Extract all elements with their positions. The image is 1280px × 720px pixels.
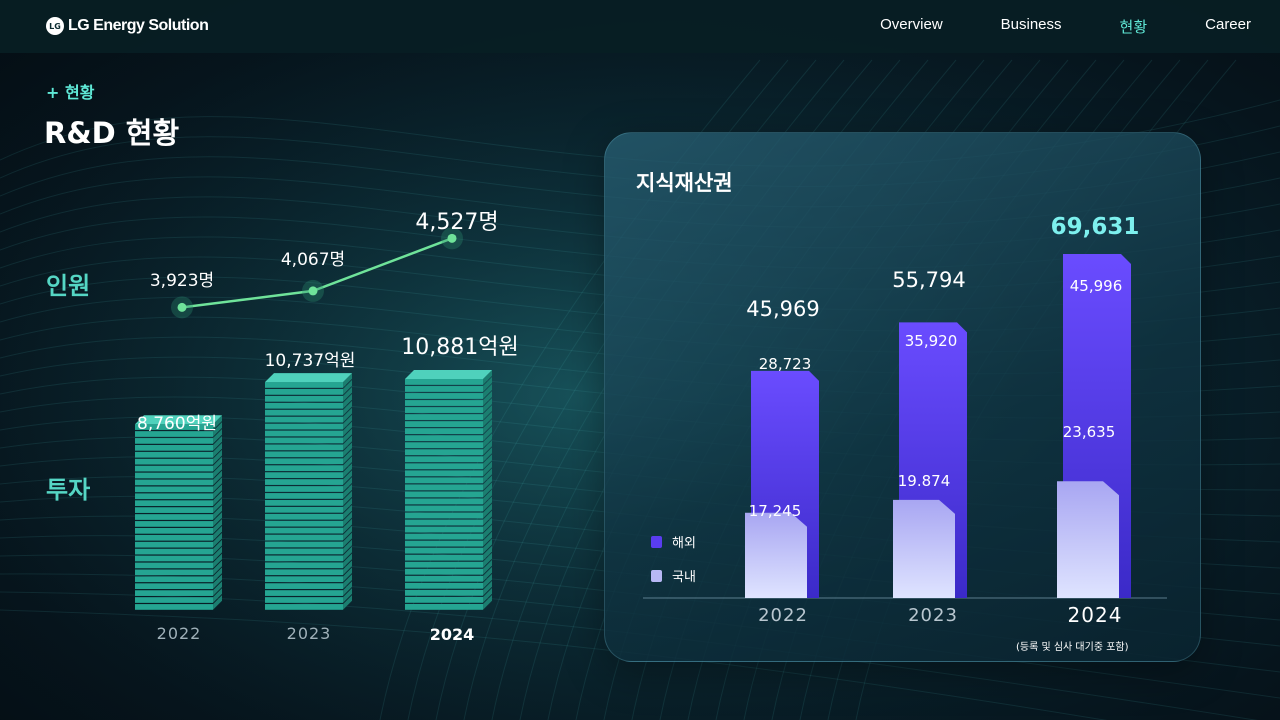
page-title: R&D 현황 [44,116,180,150]
lg-logo-icon: LG [46,17,64,35]
year-label-2022: 2022 [156,624,202,643]
overseas-label-2022: 28,723 [758,355,812,373]
people-label-2023: 4,067명 [280,250,346,270]
nav-business[interactable]: Business [1000,16,1062,33]
overseas-swatch [651,535,662,548]
section-crumb: + 현황 [46,83,95,102]
people-row-label: 인원 [46,272,91,300]
ip-panel: 지식재산권 45,969 55,794 69,631 28,723 35,920… [604,132,1201,662]
domestic-label-2022: 17,245 [748,502,802,520]
ip-total-2023: 55,794 [892,268,966,292]
invest-label-2023: 10,737억원 [264,351,356,371]
overseas-label-2023: 35,920 [904,332,958,350]
year-label-2023: 2023 [286,624,332,643]
top-header: LG LG Energy Solution Overview Business … [0,0,1280,53]
ip-year-2023: 2023 [908,605,958,626]
domestic-bar-2023 [893,499,955,598]
legend-domestic-text: 국내 [672,570,696,585]
people-label-2022: 3,923명 [149,271,215,291]
nav-career[interactable]: Career [1205,16,1251,33]
overseas-label-2024: 45,996 [1069,277,1123,295]
mesh-line [0,609,1108,720]
domestic-bar-2024 [1057,481,1119,598]
ip-bar-chart [643,254,1167,599]
ip-note: (등록 및 심사 대기중 포함) [1016,642,1129,653]
main-nav: Overview Business 현황 Career [822,16,1251,37]
ip-total-2024: 69,631 [1050,214,1140,240]
domestic-swatch [651,569,662,582]
domestic-label-2023: 19.874 [897,472,951,490]
ip-total-2022: 45,969 [746,297,820,321]
invest-row-label: 투자 [46,476,91,504]
invest-label-2024: 10,881억원 [401,335,519,360]
ip-year-2024: 2024 [1067,603,1123,627]
year-label-2024: 2024 [429,625,475,644]
nav-overview[interactable]: Overview [880,16,943,33]
ip-year-2022: 2022 [758,605,808,626]
nav-status[interactable]: 현황 [1119,19,1148,36]
legend-overseas: 해외 [651,532,696,551]
invest-label-2022: 8,760억원 [137,414,217,434]
ip-panel-title: 지식재산권 [636,171,733,195]
brand-logo[interactable]: LG LG Energy Solution [46,15,209,37]
mesh-line [0,591,1258,720]
domestic-label-2024: 23,635 [1062,423,1116,441]
people-label-2024: 4,527명 [415,210,499,235]
legend-domestic: 국내 [651,566,696,585]
legend-overseas-text: 해외 [672,536,696,551]
domestic-bar-2022 [745,512,807,598]
brand-name: LG Energy Solution [68,17,209,34]
